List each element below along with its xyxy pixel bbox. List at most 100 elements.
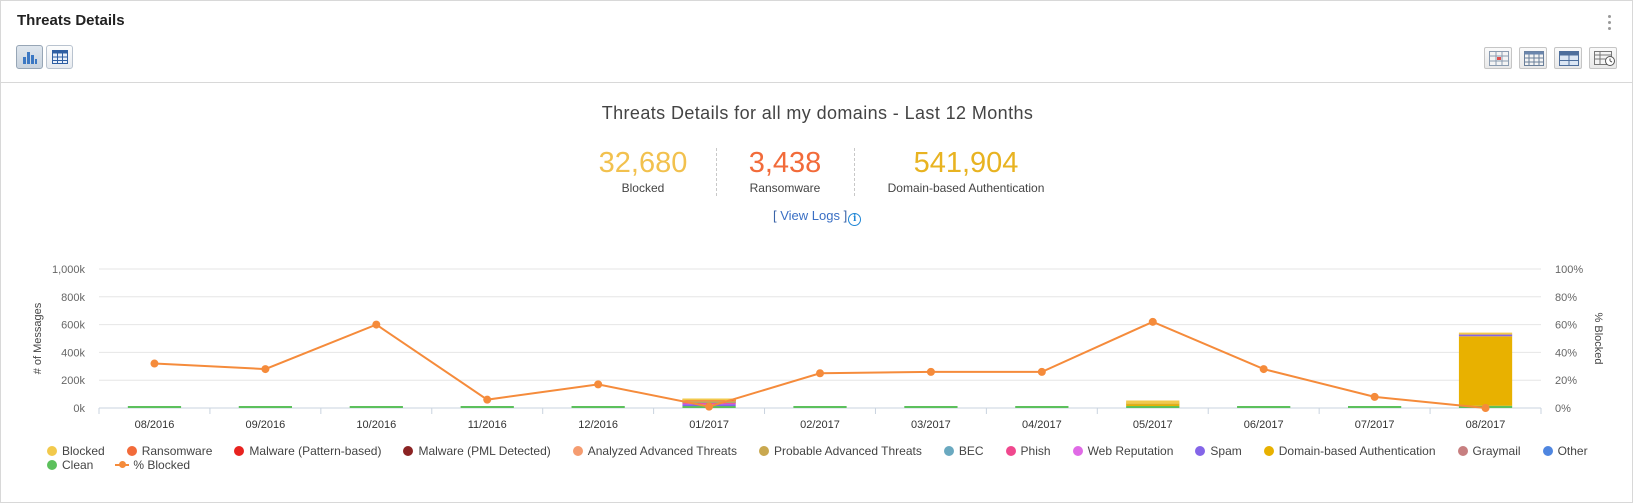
legend-marker <box>126 446 137 456</box>
y-tick-label: 200k <box>61 375 85 387</box>
y-right-tick-label: 0% <box>1555 403 1571 415</box>
chart-title: Threats Details for all my domains - Las… <box>601 103 1034 123</box>
percent-blocked-point <box>1037 367 1046 376</box>
legend-label: Other <box>1557 444 1588 458</box>
x-tick-label: 08/2017 <box>1466 419 1506 431</box>
y-tick-label: 1,000k <box>52 264 86 276</box>
legend-row: Clean % Blocked <box>47 458 1587 472</box>
panel-title: Threats Details <box>17 12 125 29</box>
kpi-ransomware-label: Ransomware <box>749 181 821 195</box>
percent-blocked-point <box>1259 365 1268 374</box>
chart-view-button[interactable] <box>16 45 43 69</box>
kpi-domain-auth-value: 541,904 <box>913 147 1019 179</box>
legend-marker <box>1263 446 1274 456</box>
kpi-divider <box>716 148 717 196</box>
legend-label: Spam <box>1210 444 1242 458</box>
bar-segment <box>571 406 625 408</box>
bar-segment <box>1126 406 1180 408</box>
kpi-divider <box>854 148 855 196</box>
bar-segment <box>349 406 403 408</box>
x-tick-label: 02/2017 <box>800 419 840 431</box>
x-tick-label: 12/2016 <box>578 419 618 431</box>
legend-label: % Blocked <box>133 458 191 472</box>
y-right-tick-label: 40% <box>1555 347 1577 359</box>
legend-label: Clean <box>62 458 94 472</box>
layout-grid-icon <box>1489 51 1509 66</box>
info-icon[interactable]: i <box>848 213 862 226</box>
bar-segment <box>793 406 847 408</box>
legend-item[interactable]: Blocked <box>47 444 105 458</box>
x-tick-label: 11/2016 <box>468 419 507 431</box>
legend-item[interactable]: Other <box>1542 444 1588 458</box>
legend-label: Ransomware <box>141 444 213 458</box>
bar-segment <box>1126 400 1180 404</box>
legend-label: Web Reputation <box>1087 444 1174 458</box>
table-icon <box>52 50 68 64</box>
bar-segment <box>682 398 736 401</box>
bar-chart-icon <box>23 52 37 64</box>
layout-table-button[interactable] <box>1519 47 1547 69</box>
legend-item[interactable]: Analyzed Advanced Threats <box>572 444 737 458</box>
legend-item[interactable]: Malware (Pattern-based) <box>234 444 381 458</box>
legend-marker <box>1457 446 1468 456</box>
bar-segment <box>1458 332 1513 335</box>
view-logs-bracket-open: [ <box>773 208 781 223</box>
x-tick-label: 01/2017 <box>689 419 729 431</box>
y-right-tick-label: 20% <box>1555 375 1577 387</box>
legend-marker <box>572 446 583 456</box>
legend-item[interactable]: Domain-based Authentication <box>1263 444 1436 458</box>
kpi-blocked-value: 32,680 <box>598 147 688 179</box>
bar-segment <box>238 406 293 408</box>
table-view-button[interactable] <box>46 45 73 69</box>
x-tick-label: 08/2016 <box>135 419 175 431</box>
y-tick-label: 0k <box>73 403 85 415</box>
legend-label: Malware (PML Detected) <box>418 444 551 458</box>
bar-segment <box>127 406 182 408</box>
legend-label: Probable Advanced Threats <box>773 444 922 458</box>
percent-blocked-point <box>261 365 270 374</box>
legend-item[interactable]: Probable Advanced Threats <box>758 444 922 458</box>
legend-marker <box>1542 446 1553 456</box>
legend-item[interactable]: BEC <box>943 444 984 458</box>
legend-marker <box>47 460 57 470</box>
legend-marker <box>1072 446 1083 456</box>
legend-item[interactable]: Spam <box>1195 444 1242 458</box>
kpi-ransomware: 3,438 Ransomware <box>735 147 835 195</box>
legend-marker <box>47 446 57 456</box>
bar-segment <box>1458 334 1513 337</box>
y-tick-label: 600k <box>61 320 85 332</box>
layout-table-icon <box>1524 51 1544 66</box>
legend-marker <box>403 446 414 456</box>
legend-item[interactable]: Web Reputation <box>1072 444 1174 458</box>
percent-blocked-point <box>1481 404 1490 412</box>
x-tick-label: 06/2017 <box>1244 419 1284 431</box>
percent-blocked-point <box>926 367 935 376</box>
layout-grid-button[interactable] <box>1484 47 1512 69</box>
x-tick-label: 05/2017 <box>1133 419 1173 431</box>
percent-blocked-point <box>483 395 492 404</box>
layout-wide-button[interactable] <box>1554 47 1582 69</box>
bar-segment <box>1237 406 1291 408</box>
legend-label: Domain-based Authentication <box>1278 444 1436 458</box>
view-logs-link[interactable]: View Logs <box>780 208 840 223</box>
percent-blocked-line <box>154 320 1486 409</box>
legend-marker <box>234 446 245 456</box>
y-right-tick-label: 100% <box>1555 264 1583 276</box>
legend-label: Analyzed Advanced Threats <box>587 444 737 458</box>
legend-item[interactable]: Ransomware <box>126 444 213 458</box>
kebab-menu-icon[interactable] <box>1608 15 1612 31</box>
legend-item[interactable]: Phish <box>1005 444 1051 458</box>
legend-label: BEC <box>958 444 984 458</box>
kpi-domain-auth: 541,904 Domain-based Authentication <box>876 147 1056 195</box>
legend-item[interactable]: Clean <box>47 458 93 472</box>
legend-item[interactable]: % Blocked <box>115 458 190 472</box>
kpi-domain-auth-label: Domain-based Authentication <box>887 181 1045 195</box>
legend-item[interactable]: Malware (PML Detected) <box>403 444 551 458</box>
bar-segment <box>682 400 736 403</box>
legend-item[interactable]: Graymail <box>1457 444 1521 458</box>
percent-blocked-point <box>594 380 603 389</box>
layout-history-button[interactable] <box>1589 47 1617 69</box>
legend-label: Phish <box>1020 444 1051 458</box>
legend-marker <box>943 446 954 456</box>
